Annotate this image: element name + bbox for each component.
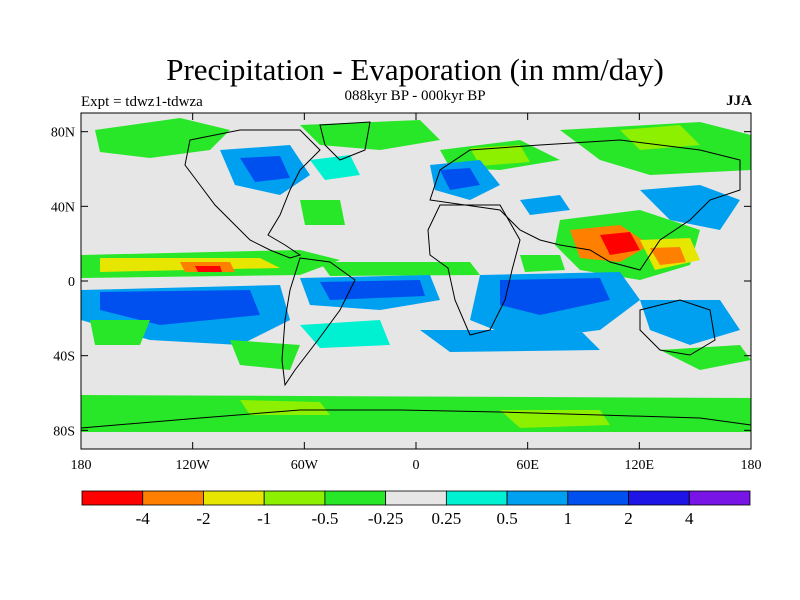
lon-tick-label: 60E (516, 458, 539, 473)
field-southern-ocean (81, 320, 751, 449)
lat-tick-label: 40N (51, 200, 75, 215)
colorbar-swatch (324, 490, 387, 506)
plot-title: Precipitation - Evaporation (in mm/day) (166, 52, 664, 87)
colorbar-label: 1 (564, 509, 573, 528)
coast-greenland (319, 121, 371, 161)
coast-north-america (184, 129, 321, 259)
colorbar-label: 0.25 (431, 509, 461, 528)
lon-tick-label: 180 (741, 458, 762, 473)
lon-tick-label: 120E (625, 458, 655, 473)
colorbar-label: 4 (685, 509, 694, 528)
colorbar-label: -2 (196, 509, 210, 528)
colorbar-label: 2 (624, 509, 633, 528)
lat-tick-label: 80N (51, 126, 75, 141)
season-label: JJA (726, 93, 752, 109)
field-arctic (95, 118, 751, 175)
lon-tick-label: 60W (291, 458, 319, 473)
colorbar: -4 -2 -1 -0.5 -0.25 0.25 0.5 1 2 4 (81, 490, 751, 528)
colorbar-label: -0.5 (311, 509, 338, 528)
colorbar-swatch (506, 490, 569, 506)
lat-tick-label: 80S (53, 424, 75, 439)
coast-africa (427, 204, 521, 336)
lat-tick-label: 0 (68, 275, 75, 290)
colorbar-swatch (628, 490, 690, 506)
colorbar-label: -4 (136, 509, 151, 528)
colorbar-label: -1 (257, 509, 271, 528)
lat-tick-label: 40S (53, 350, 75, 365)
field-tropical-band (81, 250, 565, 278)
lon-tick-label: 120W (176, 458, 211, 473)
coast-australia (639, 299, 716, 356)
field-north-america (220, 145, 360, 225)
colorbar-swatch (263, 490, 326, 506)
colorbar-swatch (81, 490, 144, 506)
colorbar-swatch (445, 490, 508, 506)
experiment-label: Expt = tdwz1-tdwza (81, 94, 203, 110)
map-panel: 80N 40N 0 40S 80S 180 120W 60W 0 60E 120E 180 (51, 112, 762, 473)
field-eurasia (430, 160, 740, 230)
colorbar-label: -0.25 (368, 509, 403, 528)
coast-antarctica (81, 409, 751, 429)
field-asia-monsoon (555, 210, 700, 280)
colorbar-swatch (567, 490, 629, 506)
lon-tick-label: 0 (413, 458, 420, 473)
coast-south-america (281, 257, 356, 387)
precip-evap-field (81, 118, 751, 449)
coast-eurasia (429, 139, 741, 271)
colorbar-swatch (203, 490, 265, 506)
colorbar-label: 0.5 (496, 509, 517, 528)
colorbar-swatch (385, 490, 447, 506)
colorbar-swatch (142, 490, 204, 506)
plot-subtitle: 088kyr BP - 000kyr BP (344, 88, 486, 104)
lon-tick-label: 180 (71, 458, 92, 473)
colorbar-swatch (688, 490, 751, 506)
map-axis-ticks: 80N 40N 0 40S 80S 180 120W 60W 0 60E 120E 180 (51, 113, 762, 473)
coastlines (81, 121, 751, 429)
